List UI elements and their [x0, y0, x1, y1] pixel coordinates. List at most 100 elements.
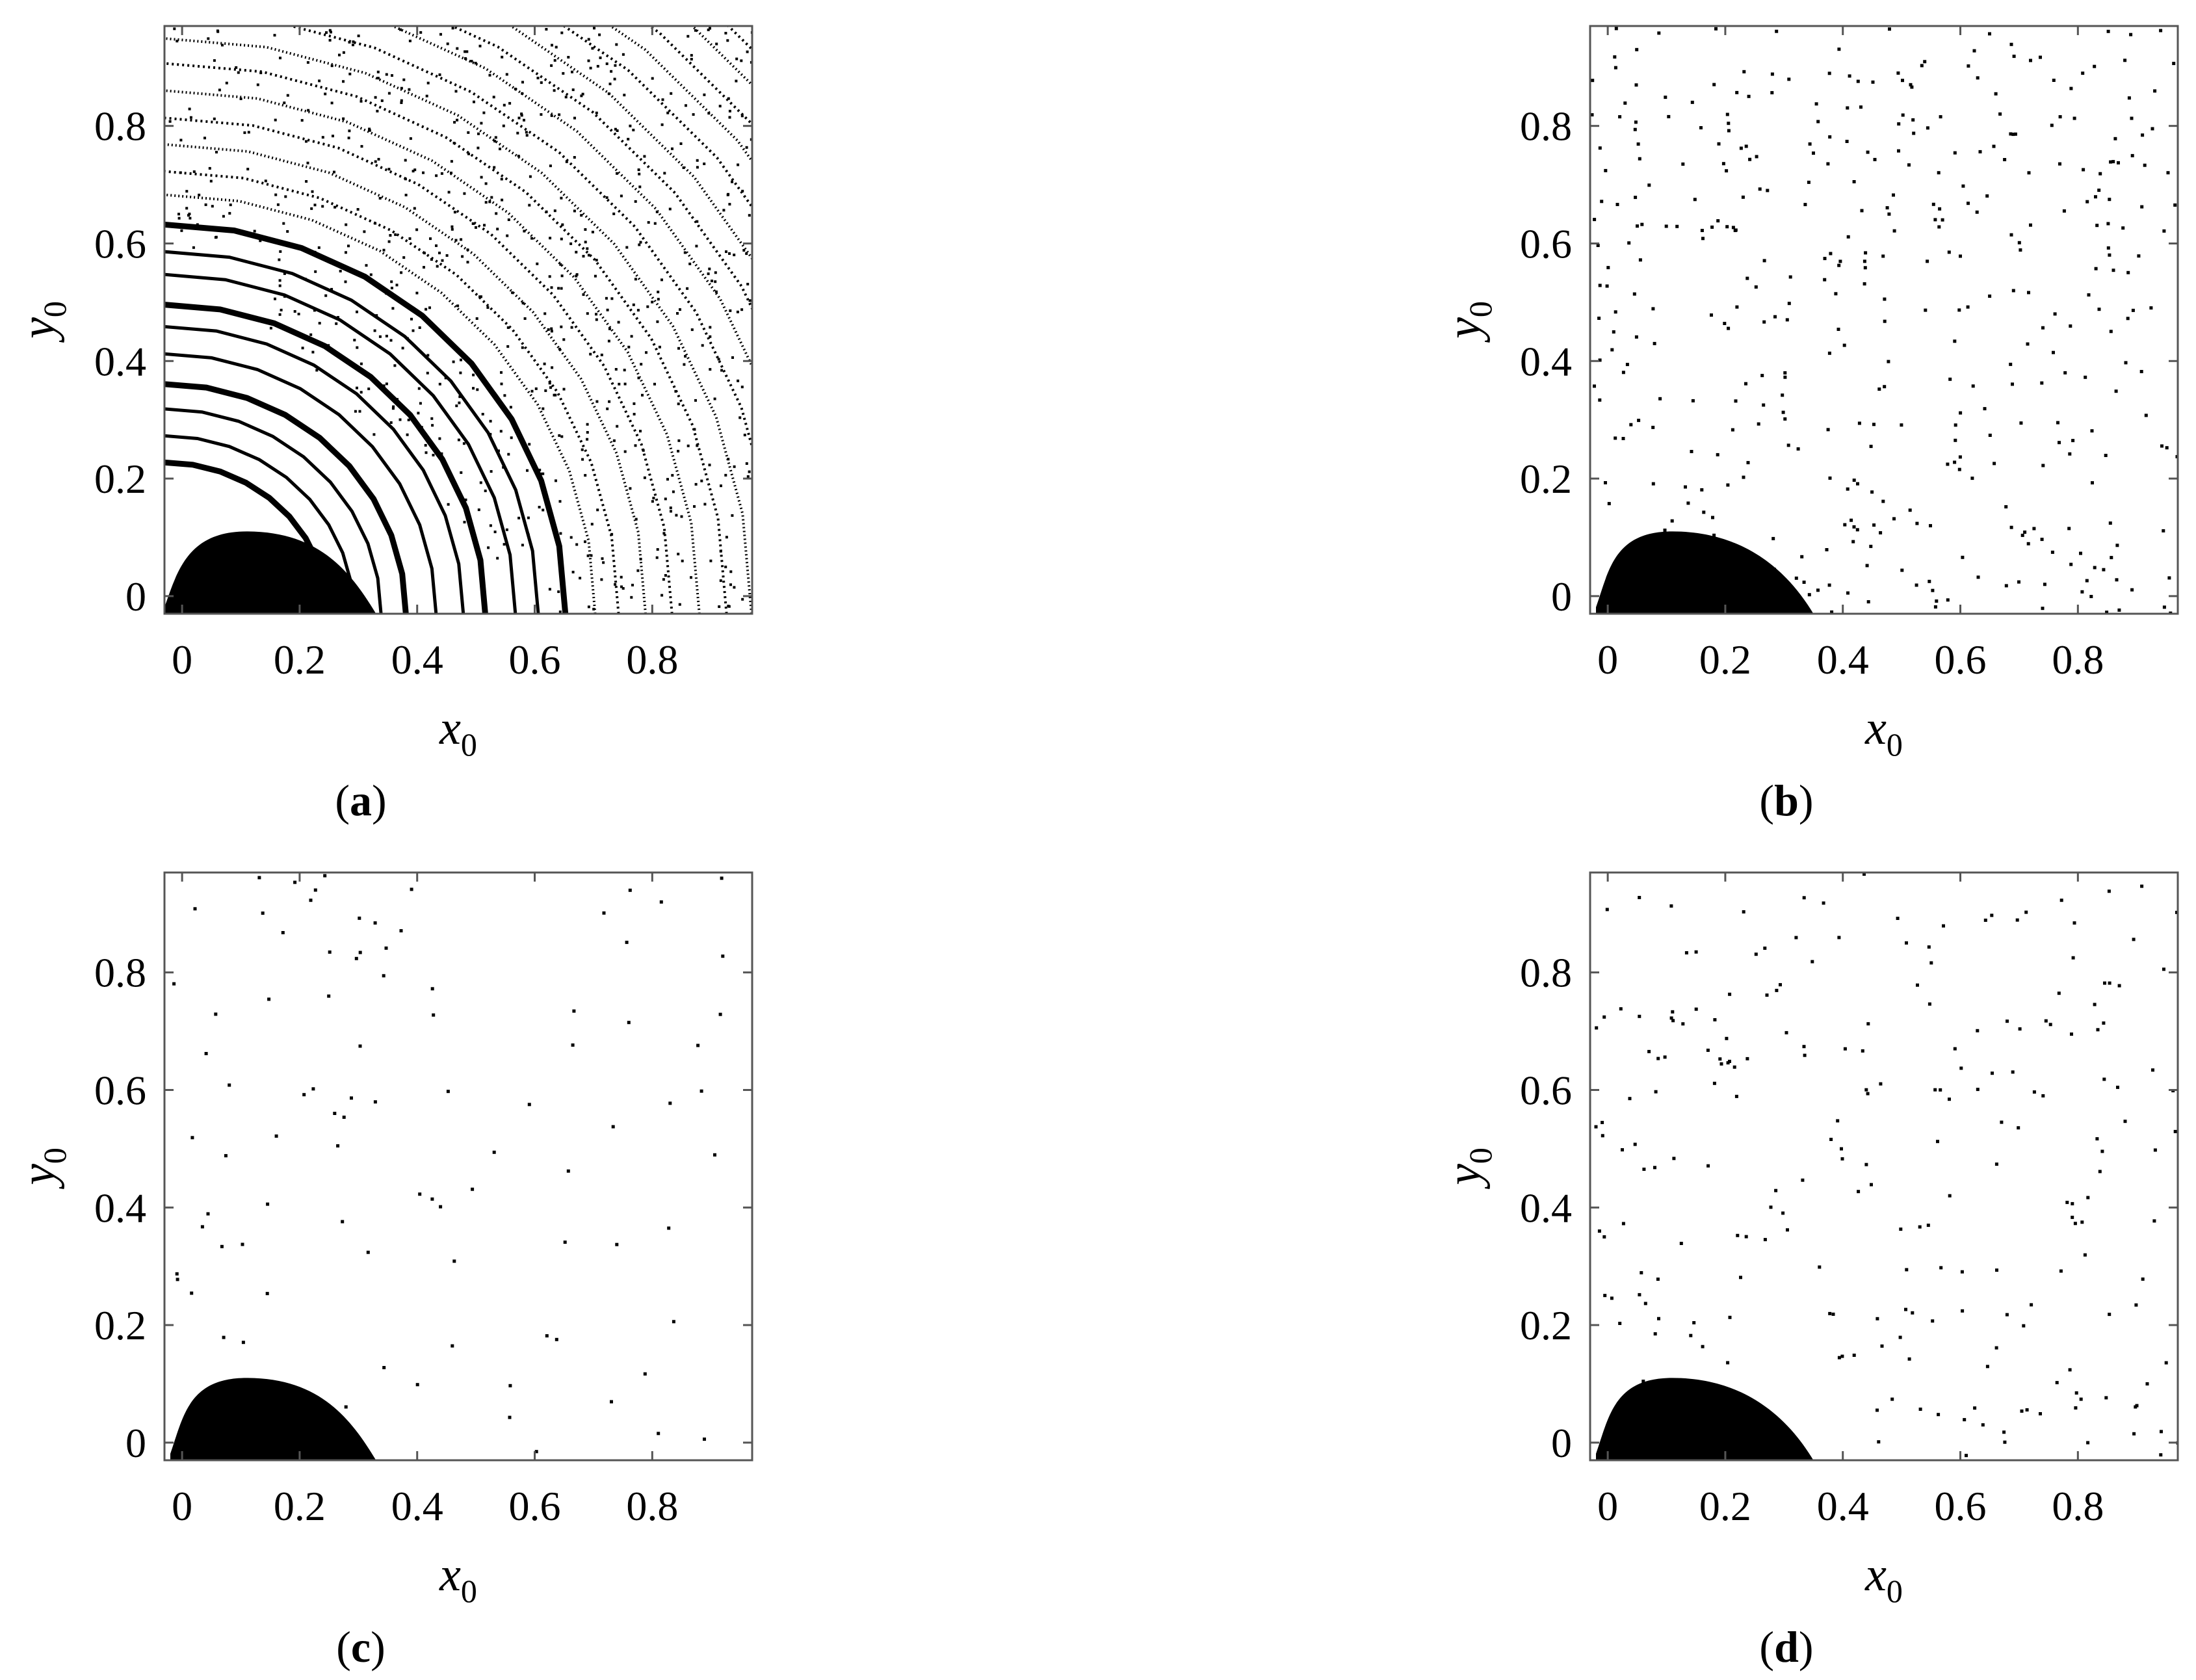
dot: [1900, 568, 1904, 572]
dot: [2175, 910, 2178, 914]
dot: [553, 59, 556, 62]
dot: [1794, 936, 1798, 939]
dot: [276, 203, 280, 206]
dot: [466, 248, 469, 252]
dot: [1876, 1317, 1879, 1320]
dot: [473, 100, 475, 103]
dot: [2159, 29, 2163, 33]
dot: [550, 330, 553, 333]
plot-area: [170, 874, 725, 1460]
dot: [266, 1202, 270, 1206]
dot: [1942, 924, 1945, 928]
dot: [1948, 1097, 1951, 1101]
dot: [241, 1341, 245, 1345]
dot: [446, 42, 449, 46]
panel-label: (d): [1759, 1622, 1813, 1672]
dot: [278, 313, 281, 316]
dot: [1702, 510, 1706, 514]
dot: [1734, 228, 1738, 232]
dot: [2086, 1196, 2090, 1200]
dot: [562, 387, 566, 391]
dot: [1852, 479, 1856, 482]
basin-boundary-arc: [164, 116, 673, 614]
panel-label: (a): [335, 776, 386, 825]
dot: [1755, 155, 1758, 159]
dot: [1857, 1190, 1861, 1194]
dot: [2039, 55, 2042, 59]
dot: [466, 261, 469, 264]
dot: [1931, 1319, 1935, 1323]
dot: [168, 120, 172, 123]
dot: [1754, 285, 1758, 289]
dot: [2139, 370, 2143, 373]
dot: [748, 470, 751, 473]
dot: [368, 129, 371, 132]
dot: [330, 101, 333, 105]
dot: [529, 175, 532, 178]
dot: [2097, 308, 2101, 311]
dot: [586, 431, 589, 434]
dot: [2024, 910, 2028, 914]
dot: [2123, 1120, 2127, 1123]
dot: [1918, 1408, 1922, 1411]
dot: [660, 278, 663, 282]
dot: [235, 66, 238, 69]
dot: [1774, 1188, 1778, 1192]
panel-b: 0 0.2 0.4 0.6 0.8 0 0.2 0.4 0.6 0.8 x0 y0 (b): [1437, 25, 2179, 825]
dot: [313, 250, 317, 254]
dot: [727, 97, 730, 100]
dot: [1726, 483, 1730, 487]
basin-boundary-arc: [164, 193, 597, 614]
dot: [2029, 223, 2032, 227]
dot: [1852, 180, 1856, 183]
dot: [1763, 1238, 1767, 1242]
panel-d: 0 0.2 0.4 0.6 0.8 0 0.2 0.4 0.6 0.8 x0 y0 (d): [1437, 871, 2179, 1672]
dot: [1953, 460, 1957, 464]
dot: [348, 129, 351, 133]
dot: [655, 556, 659, 559]
dot: [1983, 918, 1987, 922]
dot: [709, 335, 712, 338]
dot: [677, 553, 680, 556]
dot: [1937, 225, 1941, 229]
dot: [666, 111, 670, 114]
dot: [451, 27, 454, 30]
dot: [677, 347, 680, 350]
basin-boundary-arc: [164, 250, 540, 614]
dot: [274, 297, 276, 300]
dot: [2019, 421, 2023, 425]
dot: [1593, 218, 1597, 222]
dot: [1770, 91, 1774, 95]
dot: [731, 514, 734, 517]
dot: [580, 214, 583, 217]
dot: [323, 874, 327, 878]
dot: [188, 107, 191, 111]
dot: [540, 113, 543, 116]
dot: [259, 72, 263, 75]
panel-label: (b): [1759, 776, 1813, 825]
dot: [1808, 142, 1812, 146]
dot: [750, 60, 752, 64]
dot: [1742, 70, 1746, 73]
dot: [311, 1087, 315, 1091]
dot: [729, 570, 733, 573]
dot: [378, 335, 382, 338]
dot: [1897, 149, 1900, 153]
dot: [1852, 525, 1856, 529]
dot: [415, 1383, 419, 1387]
dot: [634, 278, 637, 281]
dot: [1976, 76, 1980, 80]
dot: [1744, 382, 1747, 386]
dot: [1597, 1229, 1601, 1233]
dot: [1865, 564, 1869, 568]
dot: [430, 258, 433, 261]
dot: [545, 210, 548, 213]
dot: [614, 64, 617, 67]
dot: [686, 34, 690, 38]
dot: [1615, 203, 1619, 206]
dot: [1905, 1268, 1909, 1272]
dot: [582, 255, 585, 258]
dot: [2097, 189, 2101, 192]
dot: [484, 182, 488, 185]
dot: [694, 29, 697, 32]
